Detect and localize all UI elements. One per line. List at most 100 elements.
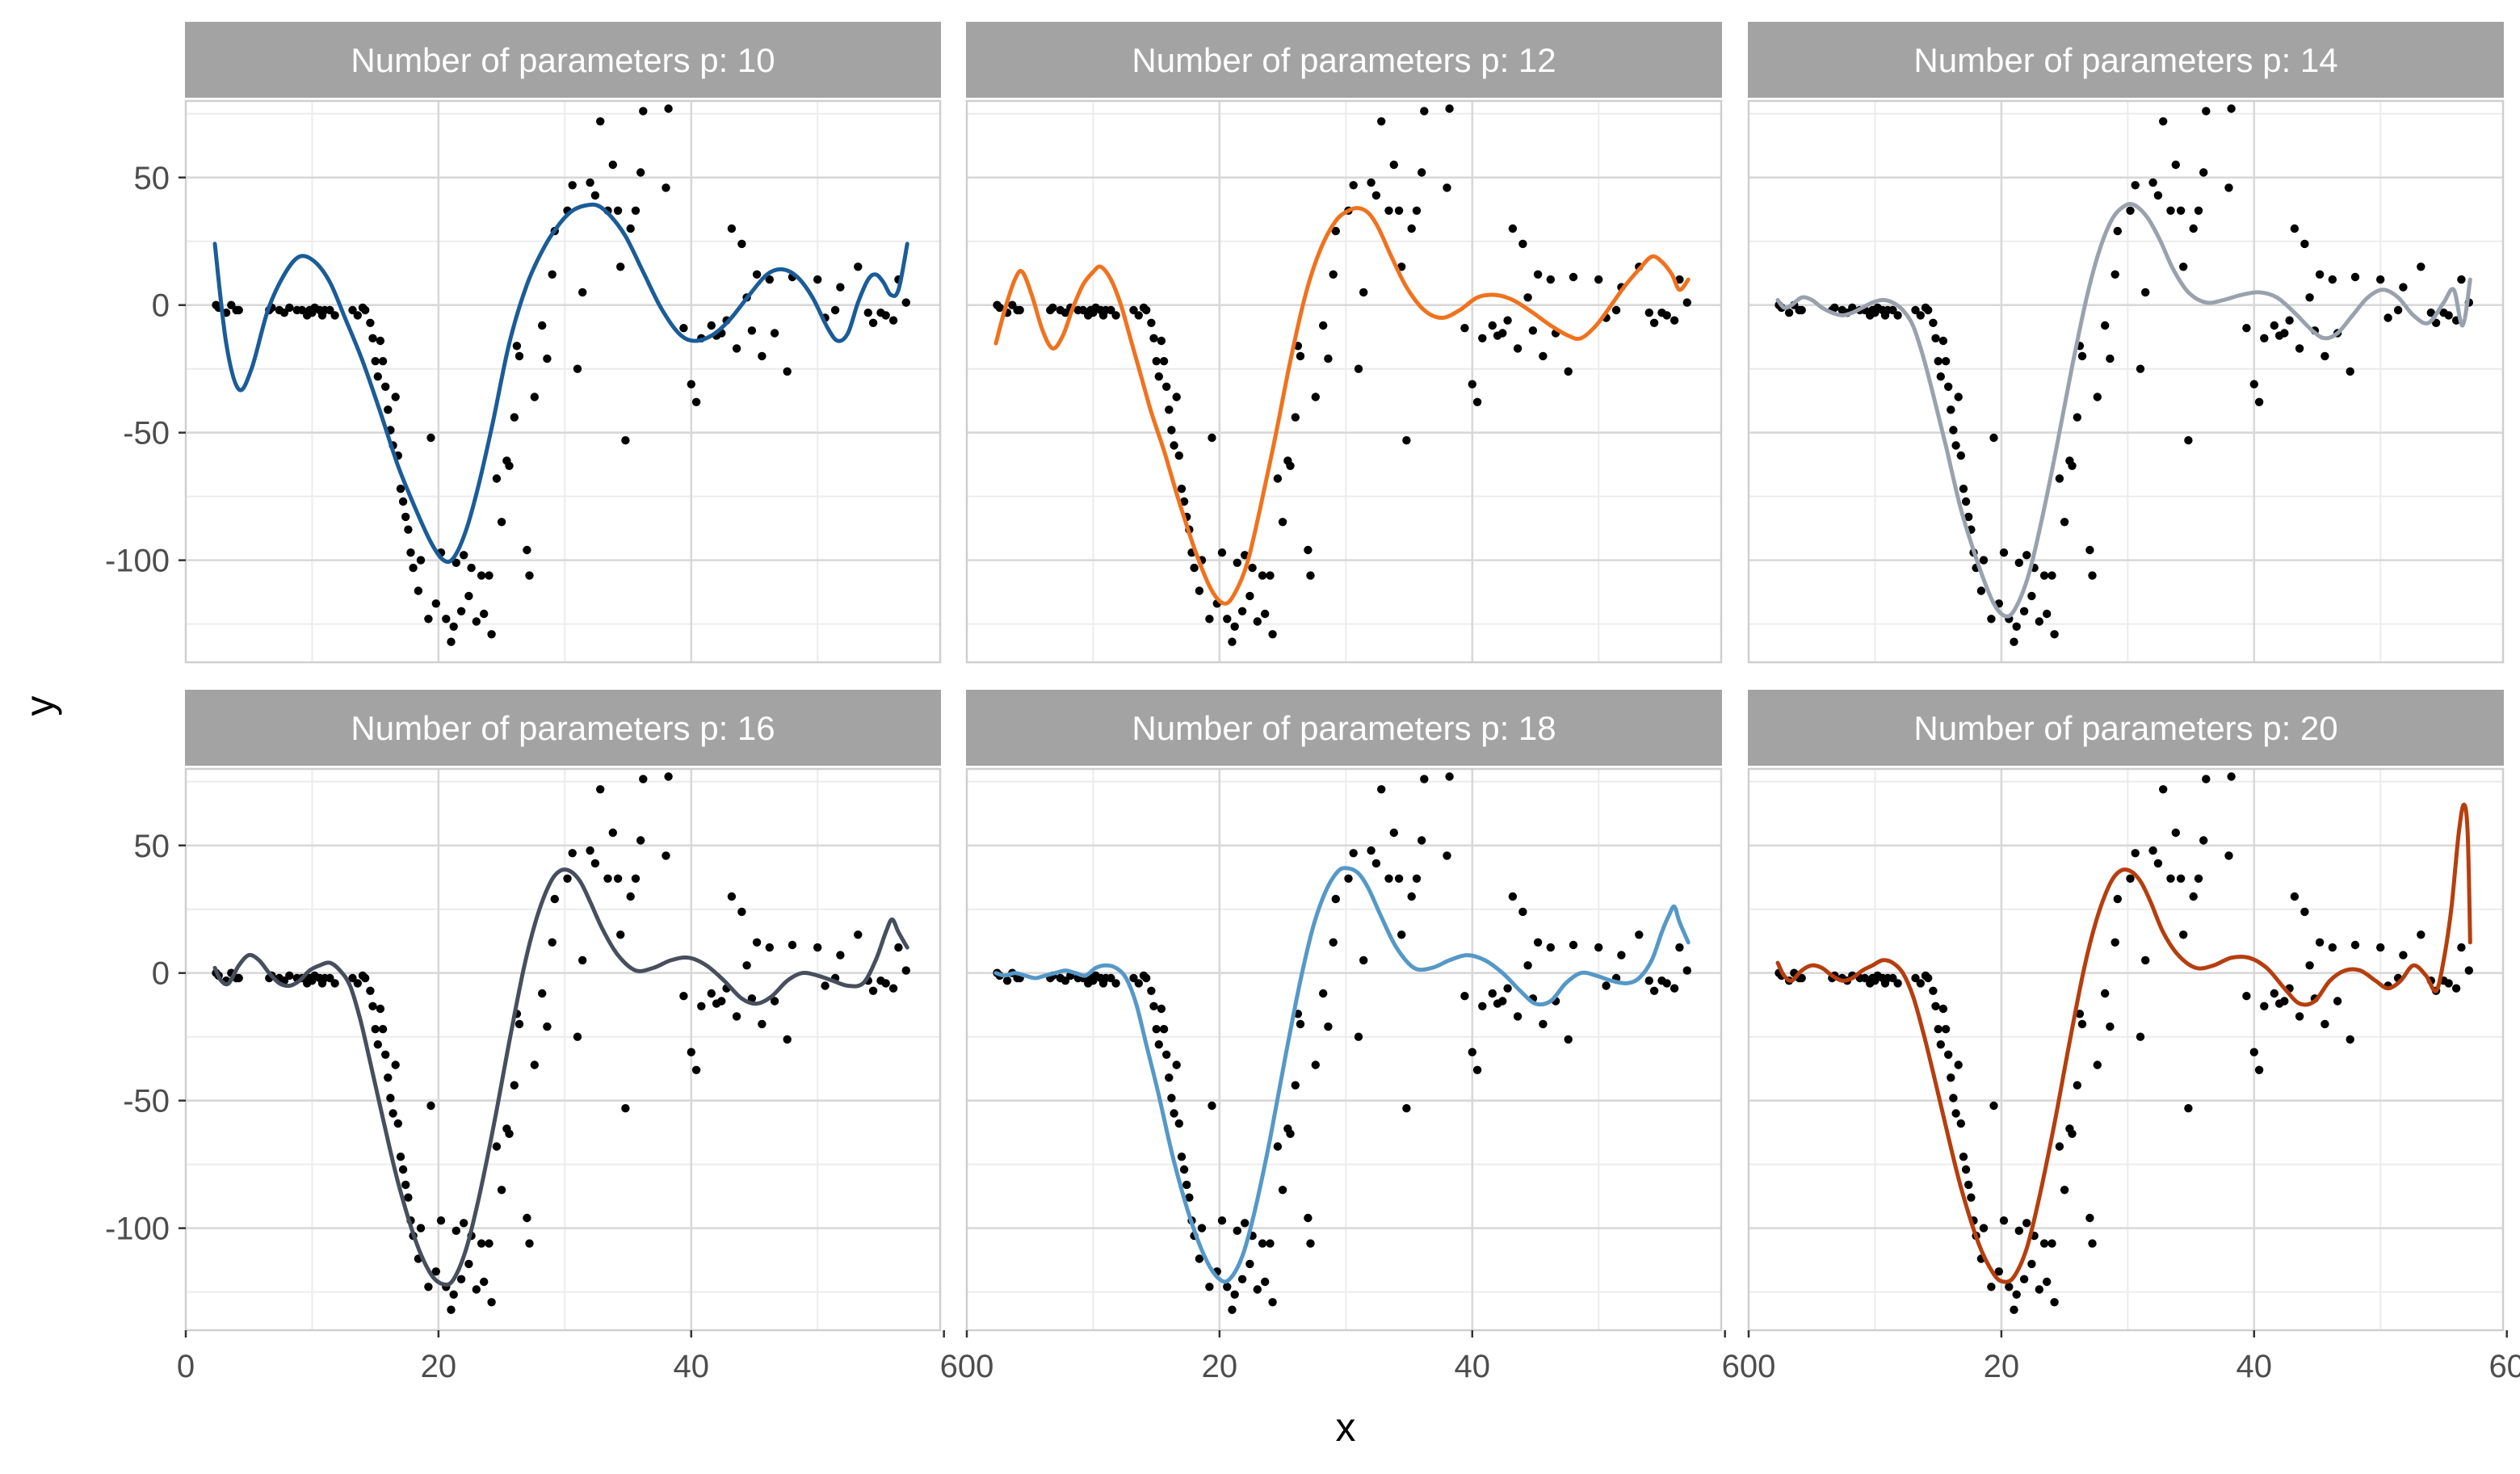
data-point (2464, 966, 2473, 975)
data-point (1134, 979, 1144, 988)
data-point (2148, 846, 2157, 855)
data-point (227, 300, 236, 309)
data-point (436, 1216, 446, 1225)
data-point (2451, 984, 2461, 993)
data-point (2166, 874, 2175, 884)
data-point (1478, 334, 1487, 342)
data-point (770, 329, 779, 338)
data-point (1190, 563, 1199, 573)
data-point (1397, 262, 1406, 271)
data-point (639, 107, 648, 115)
data-point (1389, 828, 1399, 838)
data-point (353, 979, 362, 988)
data-point (901, 298, 911, 307)
data-point (1268, 630, 1277, 639)
data-point (297, 305, 307, 315)
data-point (2012, 1290, 2021, 1300)
data-point (1412, 874, 1422, 884)
data-point (1002, 976, 1012, 985)
data-point (1329, 938, 1338, 947)
x-axis-title: x (1336, 1405, 1356, 1450)
data-point (514, 351, 524, 361)
data-point (2328, 943, 2337, 952)
data-point (1174, 1119, 1184, 1128)
data-point (2189, 892, 2198, 901)
data-point (449, 1290, 458, 1300)
data-point (881, 979, 890, 988)
data-point (737, 239, 746, 249)
data-point (1682, 298, 1691, 307)
data-point (1784, 309, 1794, 317)
data-point (2131, 181, 2140, 190)
data-point (894, 943, 903, 952)
data-point (1217, 548, 1227, 557)
data-point (1508, 224, 1518, 233)
data-point (586, 178, 594, 187)
data-point (548, 938, 556, 947)
data-point (1266, 1239, 1275, 1248)
data-point (330, 311, 339, 320)
data-point (1157, 1004, 1166, 1014)
data-point (2073, 1081, 2081, 1090)
data-point (1503, 984, 1512, 993)
data-point (1147, 986, 1156, 996)
data-point (1311, 1060, 1321, 1069)
data-point (2194, 206, 2203, 215)
data-point (505, 1129, 514, 1139)
data-point (2148, 178, 2157, 187)
data-point (1349, 181, 1358, 190)
data-point (1060, 309, 1070, 317)
data-point (1911, 305, 1920, 315)
data-point (2179, 262, 2188, 271)
data-point (2189, 224, 2198, 233)
data-point (1245, 1259, 1254, 1269)
data-point (1445, 104, 1454, 113)
data-point (1649, 986, 1659, 996)
data-point (1331, 226, 1341, 236)
data-point (2014, 558, 2023, 567)
data-point (1165, 1073, 1174, 1082)
data-point (391, 1060, 400, 1069)
data-point (621, 436, 630, 445)
data-point (1936, 1040, 1945, 1049)
data-point (464, 591, 473, 601)
data-point (1443, 183, 1451, 192)
data-point (770, 997, 779, 1006)
facet-strip-label: Number of parameters p: 20 (1913, 709, 2337, 747)
data-point (2350, 272, 2360, 282)
data-point (1159, 357, 1169, 366)
data-point (1569, 272, 1578, 282)
data-point (391, 393, 400, 401)
data-point (1941, 1025, 1951, 1034)
data-point (485, 1239, 494, 1248)
y-tick-label: 50 (134, 161, 170, 196)
facet-strip (1748, 690, 2504, 766)
data-point (376, 1004, 385, 1014)
data-point (2085, 545, 2094, 555)
data-point (416, 556, 426, 565)
fit-curve (1775, 802, 2472, 1284)
data-point (1539, 1019, 1548, 1029)
data-point (1602, 981, 1611, 990)
data-point (1472, 1065, 1482, 1075)
data-point (1134, 311, 1144, 320)
x-tick-label: 0 (177, 1349, 195, 1384)
data-point (813, 275, 822, 284)
data-point (487, 1298, 496, 1307)
data-point (480, 1277, 489, 1287)
data-point (2227, 104, 2236, 113)
data-point (530, 1060, 539, 1069)
data-point (467, 563, 476, 573)
data-point (1445, 772, 1454, 781)
data-point (431, 1267, 440, 1276)
data-point (1154, 1040, 1164, 1049)
data-point (330, 979, 339, 988)
data-point (1195, 586, 1204, 595)
data-point (1304, 545, 1312, 555)
data-point (2199, 836, 2208, 845)
data-point (2106, 1022, 2115, 1031)
data-point (543, 1022, 552, 1031)
data-point (1349, 849, 1358, 858)
data-point (2399, 951, 2408, 960)
data-point (285, 303, 294, 313)
